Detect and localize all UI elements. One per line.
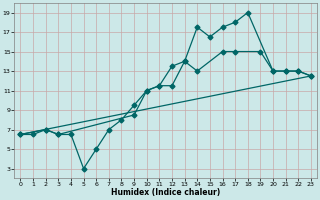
- X-axis label: Humidex (Indice chaleur): Humidex (Indice chaleur): [111, 188, 220, 197]
